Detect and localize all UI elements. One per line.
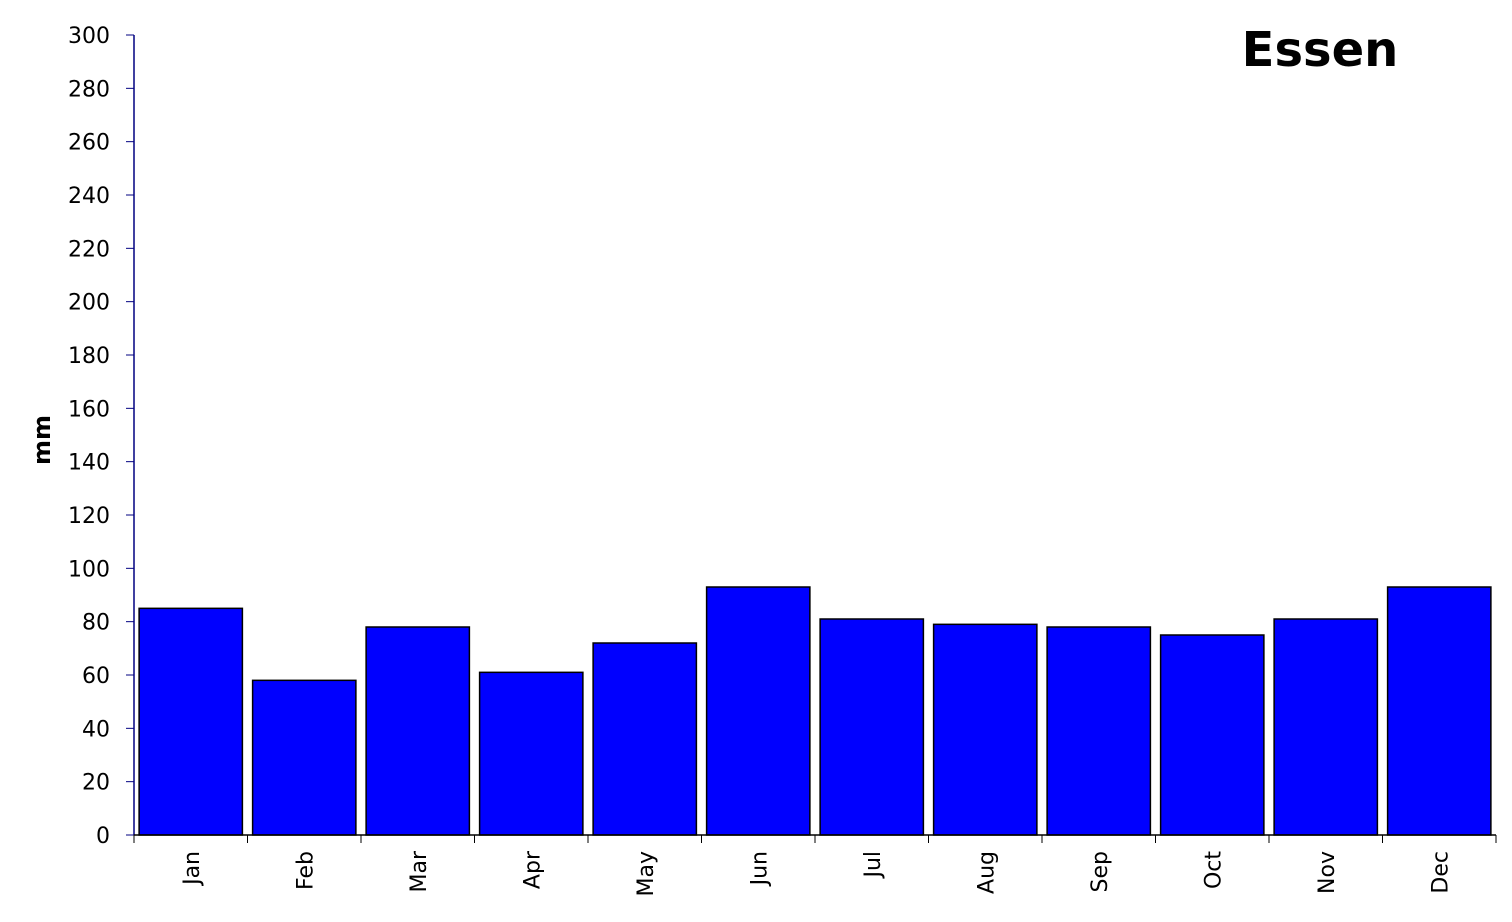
x-tick-label: Aug <box>974 851 999 894</box>
y-tick-label: 280 <box>68 77 110 102</box>
y-tick-label: 120 <box>68 504 110 529</box>
bar <box>819 618 925 836</box>
x-tick-label: Jan <box>180 851 205 887</box>
bar <box>478 671 584 836</box>
y-tick-label: 240 <box>68 184 110 209</box>
y-tick-label: 40 <box>82 717 110 742</box>
x-tick-label: Jul <box>861 851 886 880</box>
y-tick-label: 220 <box>68 237 110 262</box>
bar <box>932 623 1038 836</box>
y-tick-label: 0 <box>96 824 110 849</box>
bar <box>138 607 244 836</box>
bar <box>1159 634 1265 836</box>
y-tick-label: 180 <box>68 344 110 369</box>
bar <box>592 642 698 836</box>
x-tick-label: Feb <box>293 851 318 890</box>
y-tick-label: 200 <box>68 291 110 316</box>
x-tick-label: Jun <box>747 851 772 887</box>
y-tick-label: 20 <box>82 771 110 796</box>
x-tick-label: Nov <box>1315 851 1340 894</box>
y-tick-label: 300 <box>68 24 110 49</box>
bar <box>365 626 471 836</box>
x-tick-label: Mar <box>407 850 432 892</box>
y-tick-label: 100 <box>68 557 110 582</box>
y-tick-label: 80 <box>82 611 110 636</box>
bar <box>251 679 357 836</box>
y-axis-label: mm <box>28 415 56 465</box>
y-tick-label: 160 <box>68 397 110 422</box>
x-tick-label: Dec <box>1428 851 1453 894</box>
bar <box>1046 626 1152 836</box>
x-tick-label: Sep <box>1088 851 1113 892</box>
y-tick-label: 140 <box>68 451 110 476</box>
chart-title: Essen <box>1242 22 1399 78</box>
bar <box>705 586 811 836</box>
bar <box>1386 586 1492 836</box>
x-tick-label: Apr <box>520 850 545 889</box>
bar <box>1273 618 1379 836</box>
x-tick-label: Oct <box>1201 851 1226 889</box>
x-tick-label: May <box>634 851 659 896</box>
y-tick-label: 260 <box>68 131 110 156</box>
y-tick-label: 60 <box>82 664 110 689</box>
